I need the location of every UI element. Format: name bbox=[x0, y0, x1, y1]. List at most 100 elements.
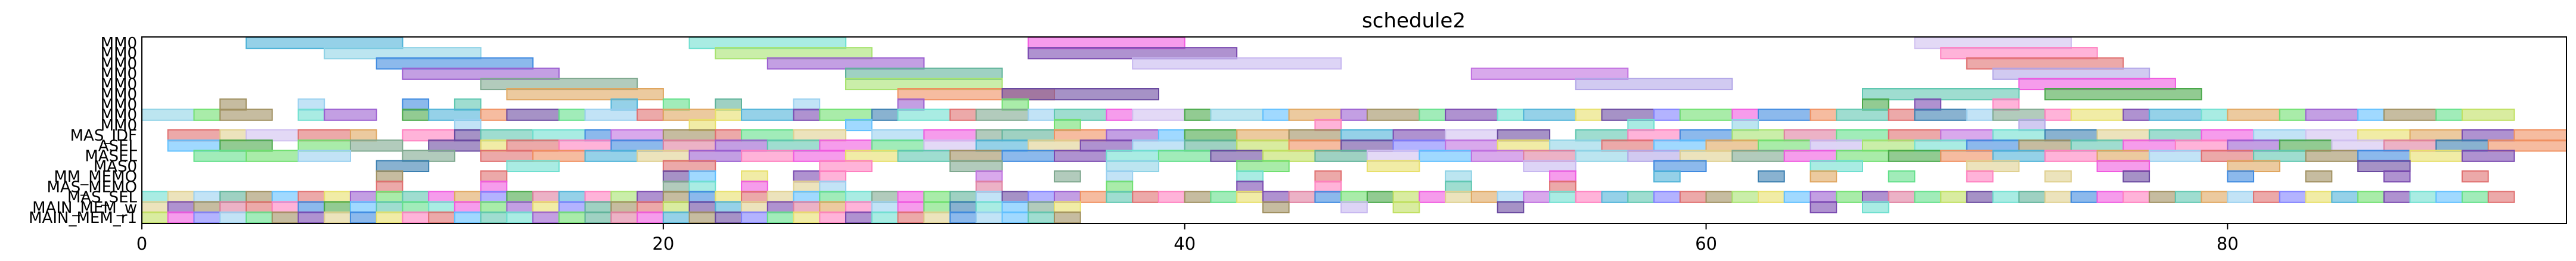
schedule-bar bbox=[1340, 108, 1368, 121]
schedule-bar bbox=[297, 150, 351, 162]
schedule-bar bbox=[766, 211, 794, 224]
schedule-bar bbox=[1236, 129, 1290, 142]
schedule-bar bbox=[793, 98, 821, 111]
schedule-bar bbox=[428, 201, 455, 213]
schedule-bar bbox=[428, 191, 455, 203]
schedule-bar bbox=[662, 160, 716, 173]
schedule-bar bbox=[1028, 36, 1185, 49]
schedule-bar bbox=[584, 211, 612, 224]
schedule-bar bbox=[1419, 150, 1472, 162]
schedule-bar bbox=[1810, 201, 1838, 213]
schedule-bar bbox=[1992, 129, 2046, 142]
schedule-bar bbox=[688, 150, 743, 162]
schedule-bar bbox=[1731, 119, 1759, 132]
schedule-bar bbox=[1888, 129, 1942, 142]
schedule-bar bbox=[584, 191, 612, 203]
schedule-bar bbox=[375, 191, 404, 203]
schedule-bar bbox=[1758, 139, 1811, 152]
schedule-bar bbox=[2462, 129, 2515, 142]
schedule-bar bbox=[506, 88, 664, 101]
schedule-bar bbox=[141, 211, 169, 224]
schedule-bar bbox=[1314, 181, 1342, 193]
schedule-bar bbox=[1184, 191, 1212, 203]
schedule-bar bbox=[271, 201, 299, 213]
row-label: MM0 bbox=[101, 76, 137, 94]
schedule-bar bbox=[871, 201, 899, 213]
schedule-bar bbox=[1549, 181, 1576, 193]
schedule-bar bbox=[897, 150, 951, 162]
schedule-bar bbox=[662, 191, 690, 203]
schedule-bar bbox=[2253, 129, 2307, 142]
schedule-bar bbox=[1001, 98, 1029, 111]
schedule-bar bbox=[1419, 191, 1447, 203]
schedule-bar bbox=[349, 211, 377, 224]
schedule-bar bbox=[219, 98, 247, 111]
schedule-bar bbox=[167, 191, 195, 203]
schedule-bar bbox=[1940, 191, 1967, 203]
schedule-bar bbox=[324, 201, 351, 213]
schedule-bar bbox=[2331, 139, 2385, 152]
row-label: MM0 bbox=[101, 96, 137, 114]
schedule-bar bbox=[1783, 191, 1811, 203]
schedule-bar bbox=[349, 139, 404, 152]
schedule-bar bbox=[845, 67, 1003, 80]
schedule-bar bbox=[480, 211, 508, 224]
schedule-bar bbox=[1653, 139, 1707, 152]
row-label: MM0 bbox=[101, 107, 137, 125]
schedule-bar bbox=[1966, 57, 2124, 70]
schedule-bar bbox=[1106, 129, 1159, 142]
schedule-bar bbox=[819, 181, 847, 193]
schedule-bar bbox=[1679, 108, 1733, 121]
schedule-bar bbox=[1106, 150, 1159, 162]
schedule-bar bbox=[1810, 191, 1838, 203]
schedule-bar bbox=[532, 191, 560, 203]
x-tick-label: 80 bbox=[2217, 234, 2239, 254]
schedule-bar bbox=[2383, 108, 2437, 121]
schedule-bar bbox=[1731, 108, 1759, 121]
schedule-bar bbox=[454, 98, 482, 111]
schedule-bar bbox=[1653, 191, 1681, 203]
schedule-bar bbox=[2357, 150, 2411, 162]
row-label: MM0 bbox=[101, 45, 137, 63]
schedule-bar bbox=[2096, 150, 2150, 162]
schedule-bar bbox=[2044, 108, 2072, 121]
schedule-bar bbox=[1810, 170, 1838, 183]
schedule-bar bbox=[845, 119, 873, 132]
schedule-bar bbox=[1445, 139, 1498, 152]
schedule-bar bbox=[1106, 170, 1134, 183]
schedule-bar bbox=[1132, 108, 1185, 121]
schedule-bar bbox=[2305, 108, 2359, 121]
schedule-bar bbox=[1054, 129, 1107, 142]
schedule-bar bbox=[506, 191, 534, 203]
schedule-bar bbox=[1132, 191, 1159, 203]
schedule-bar bbox=[741, 170, 768, 183]
schedule-bar bbox=[1262, 191, 1290, 203]
schedule-bar bbox=[1523, 191, 1551, 203]
schedule-bar bbox=[2305, 191, 2333, 203]
schedule-bar bbox=[923, 139, 977, 152]
schedule-bar bbox=[297, 129, 351, 142]
schedule-bar bbox=[2357, 129, 2411, 142]
schedule-bar bbox=[793, 201, 821, 213]
schedule-bar bbox=[2174, 191, 2202, 203]
schedule-bar bbox=[975, 108, 1029, 121]
schedule-bar bbox=[1106, 160, 1159, 173]
schedule-bar bbox=[1262, 201, 1290, 213]
schedule-bar bbox=[1627, 191, 1655, 203]
schedule-bar bbox=[2044, 129, 2098, 142]
schedule-bar bbox=[2305, 150, 2359, 162]
schedule-bar bbox=[1862, 201, 1889, 213]
schedule-bar bbox=[297, 211, 325, 224]
schedule-bar bbox=[2122, 170, 2150, 183]
schedule-bar bbox=[1340, 201, 1368, 213]
schedule-bar bbox=[793, 129, 846, 142]
schedule-bar bbox=[2383, 170, 2411, 183]
schedule-bar bbox=[2462, 108, 2515, 121]
schedule-bar bbox=[1836, 129, 1889, 142]
schedule-bar bbox=[923, 211, 951, 224]
schedule-bar bbox=[741, 181, 768, 193]
schedule-bar bbox=[1419, 108, 1447, 121]
schedule-bar bbox=[1966, 170, 1994, 183]
schedule-bar bbox=[610, 201, 638, 213]
